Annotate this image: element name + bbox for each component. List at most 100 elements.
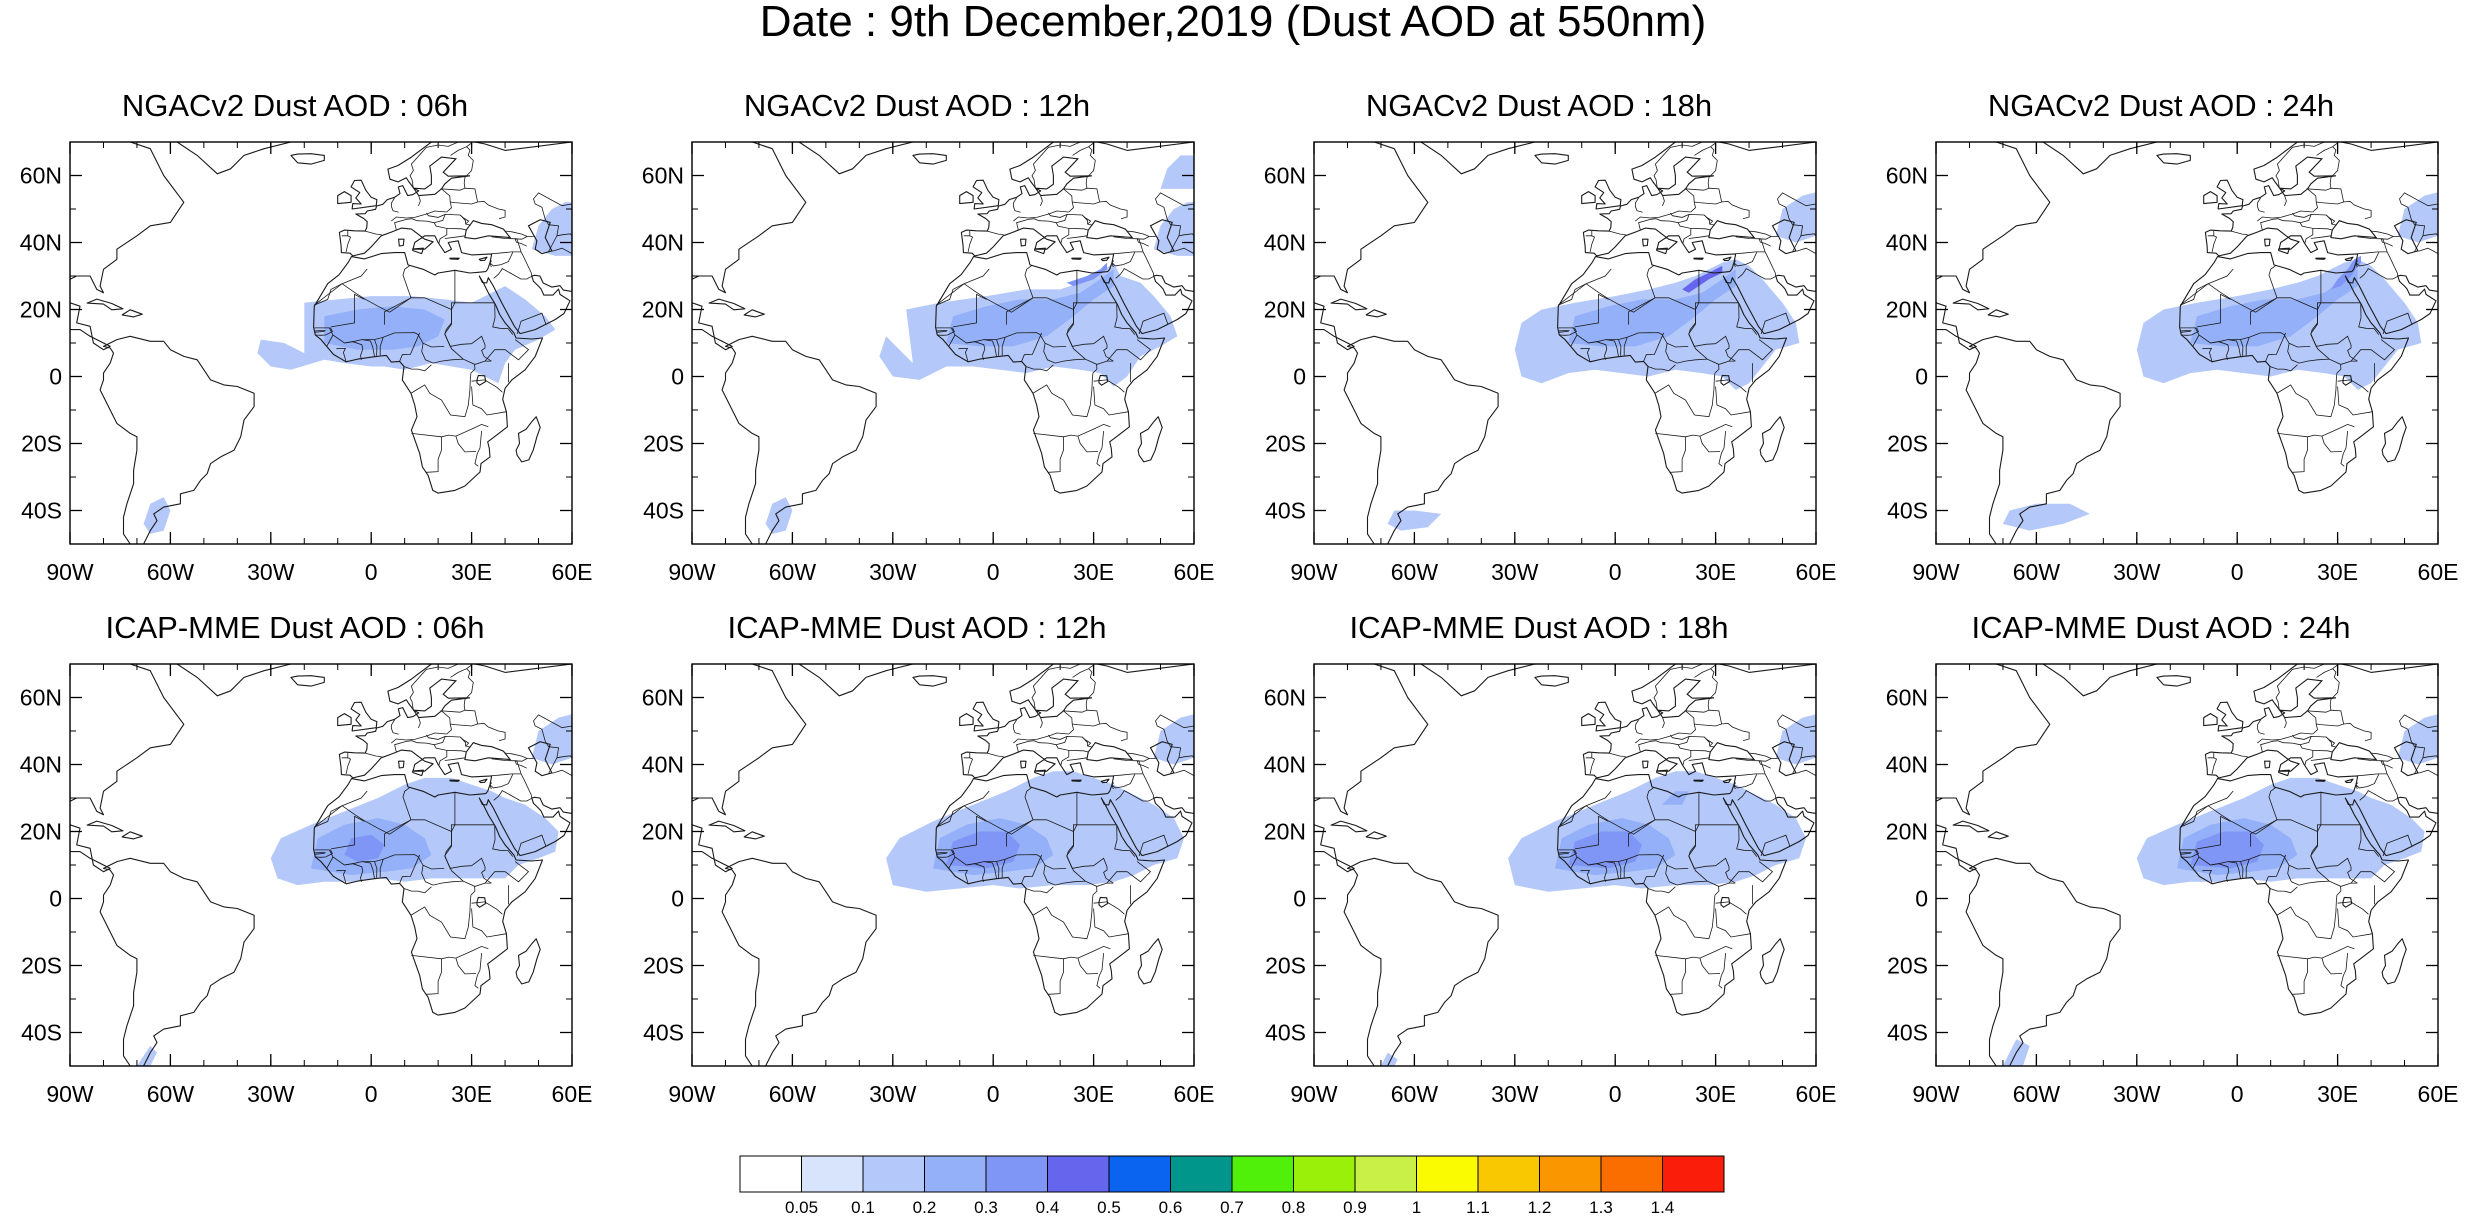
country-border xyxy=(1666,864,1689,870)
country-border xyxy=(426,212,446,218)
country-border xyxy=(444,302,492,362)
country-border xyxy=(2283,334,2358,365)
lon-tick-label: 60W xyxy=(2013,559,2061,585)
lon-tick-label: 0 xyxy=(1609,559,1622,585)
country-border xyxy=(1114,824,1136,857)
country-border xyxy=(454,270,495,304)
country-border xyxy=(1634,719,1643,735)
country-border xyxy=(2337,386,2373,416)
coastline-centralAmerica xyxy=(1314,302,1355,351)
country-border xyxy=(1072,142,1094,156)
country-border xyxy=(1718,431,1726,467)
colorbar-swatch xyxy=(1231,1155,1294,1193)
country-border xyxy=(1113,251,1144,254)
colorbar-swatch xyxy=(1047,1155,1110,1193)
colorbar-label: 0.5 xyxy=(1097,1198,1121,1217)
country-border xyxy=(416,213,471,226)
lon-tick-label: 30W xyxy=(247,559,295,585)
country-border xyxy=(444,824,492,884)
country-border xyxy=(1728,861,1774,884)
lake-victoria xyxy=(476,896,487,908)
lake-baltic xyxy=(1656,156,1714,197)
country-border xyxy=(365,230,382,235)
lon-tick-label: 90W xyxy=(668,1081,716,1107)
coastline-greenland xyxy=(176,664,292,697)
coastline-northAmerica xyxy=(1314,142,1429,294)
country-border xyxy=(2350,861,2396,884)
country-border xyxy=(1589,235,1596,252)
coastline-sardinia xyxy=(1642,238,1649,247)
lat-tick-label: 0 xyxy=(1915,886,1928,912)
country-border xyxy=(1092,364,1098,374)
coastline-northAmerica xyxy=(1936,664,2051,816)
country-border xyxy=(2268,787,2278,820)
country-border xyxy=(2207,268,2234,285)
country-border xyxy=(1714,886,1720,896)
coastline-iceland xyxy=(2156,675,2191,687)
lake-victoria xyxy=(1720,374,1731,386)
country-border xyxy=(1694,201,1722,205)
panel-title: NGACv2 Dust AOD : 18h xyxy=(1365,88,1713,123)
country-border xyxy=(409,664,468,711)
panel-title: NGACv2 Dust AOD : 06h xyxy=(121,88,469,123)
lake-baltic xyxy=(412,678,470,719)
coastline-cuba xyxy=(1330,820,1368,833)
country-border xyxy=(2180,283,2209,306)
country-border xyxy=(1032,895,1094,940)
colorbar-swatch xyxy=(1662,1155,1725,1193)
country-border xyxy=(1690,750,1711,753)
country-border xyxy=(1077,435,1099,453)
country-border xyxy=(2371,752,2400,759)
country-border xyxy=(1076,792,1117,826)
coastline-hispaniola xyxy=(1365,309,1387,318)
country-border xyxy=(1585,230,1593,237)
country-border xyxy=(505,230,534,237)
colorbar-swatch xyxy=(1600,1155,1663,1193)
country-border xyxy=(1001,337,1006,356)
coastline-northAmerica xyxy=(70,664,185,816)
colorbar-label: 1 xyxy=(1412,1198,1421,1217)
lon-tick-label: 90W xyxy=(46,1081,94,1107)
lon-tick-label: 0 xyxy=(987,559,1000,585)
country-border xyxy=(1733,262,1746,267)
country-border xyxy=(1715,386,1751,416)
coastline-southAmerica xyxy=(721,857,877,1066)
country-border xyxy=(2359,790,2369,801)
country-border xyxy=(1653,664,1712,711)
country-border xyxy=(410,895,472,940)
country-border xyxy=(2292,734,2312,740)
country-border xyxy=(2316,723,2344,727)
lat-tick-label: 40N xyxy=(1886,230,1928,256)
coastline-madagascar xyxy=(515,938,541,985)
country-border xyxy=(2312,228,2333,231)
coastline-cyprus xyxy=(2344,256,2354,262)
country-border xyxy=(2380,236,2394,247)
country-border xyxy=(996,339,1000,356)
country-border xyxy=(2282,735,2337,748)
country-border xyxy=(1744,774,1758,787)
country-border xyxy=(2250,819,2278,847)
coastline-ireland xyxy=(1581,191,1596,205)
lat-tick-label: 40N xyxy=(642,230,684,256)
country-border xyxy=(1012,719,1021,735)
country-border xyxy=(1001,859,1006,878)
country-border xyxy=(464,146,474,178)
country-border xyxy=(2299,744,2314,766)
lat-tick-label: 60N xyxy=(1886,685,1928,711)
country-border xyxy=(2422,755,2438,759)
lat-tick-label: 20S xyxy=(1265,953,1306,979)
lat-tick-label: 20N xyxy=(642,819,684,845)
coastline-sicily xyxy=(412,247,424,255)
dust-aod-field xyxy=(1153,202,1194,256)
country-border xyxy=(471,908,507,938)
country-border xyxy=(1068,228,1089,231)
country-border xyxy=(1178,233,1194,237)
colorbar-label: 0.3 xyxy=(974,1198,998,1217)
coastline-southAmerica xyxy=(721,335,877,544)
coastline-cyprus xyxy=(1722,778,1732,784)
country-border xyxy=(1703,214,1714,225)
lat-tick-label: 60N xyxy=(20,163,62,189)
coastline-hispaniola xyxy=(121,831,143,840)
country-border xyxy=(426,436,442,473)
country-border xyxy=(1068,750,1089,753)
